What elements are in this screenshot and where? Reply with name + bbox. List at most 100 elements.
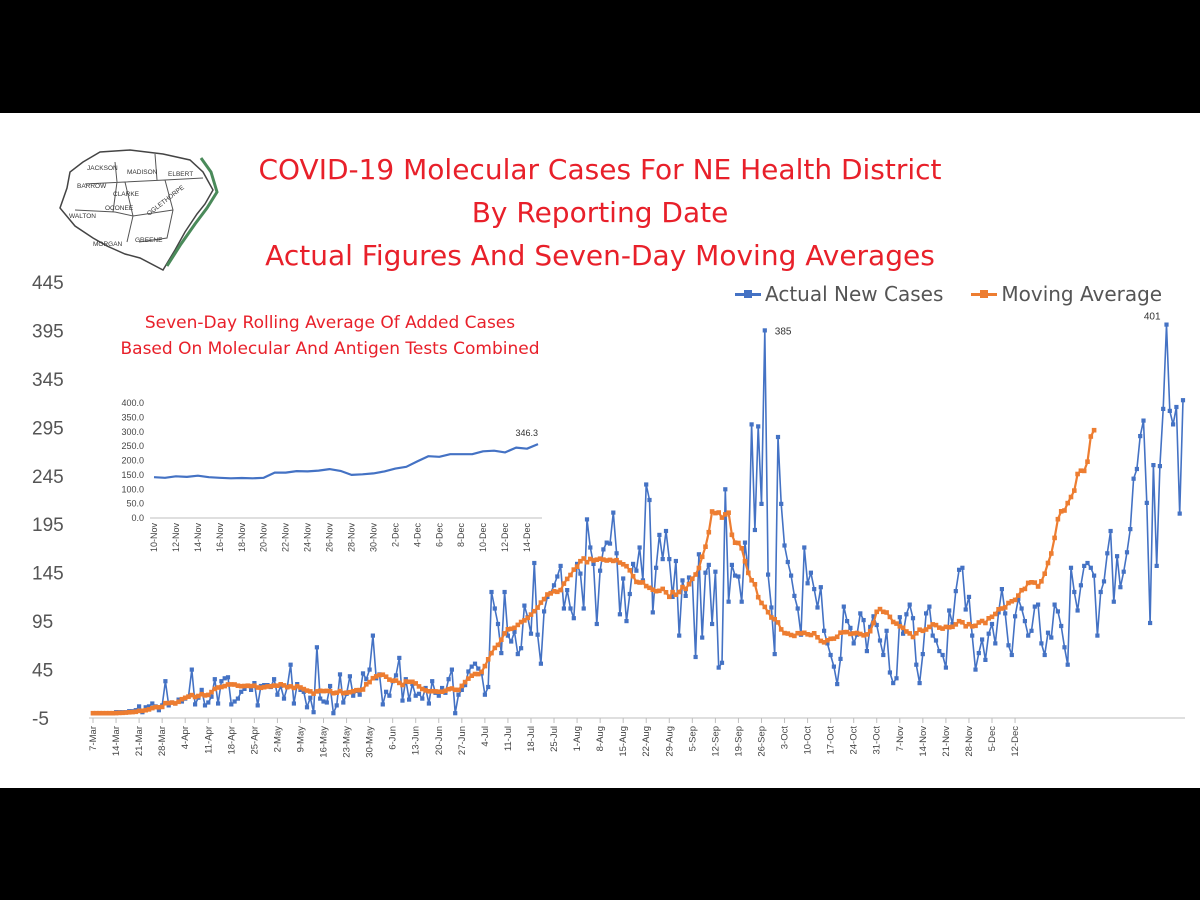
actual-cases-point — [759, 501, 764, 506]
actual-cases-point — [858, 611, 863, 616]
moving-average-point — [699, 554, 705, 560]
actual-cases-point — [792, 593, 797, 598]
moving-average-point — [746, 570, 751, 576]
actual-cases-point — [752, 527, 757, 533]
moving-average-point — [1055, 516, 1061, 522]
x-tick-label: 23-May — [342, 726, 353, 758]
moving-average-point — [581, 556, 586, 561]
moving-average-point — [798, 631, 804, 636]
actual-cases-point — [308, 695, 313, 700]
actual-cases-point — [683, 593, 688, 598]
moving-average-point — [561, 581, 567, 586]
moving-average-point — [285, 684, 290, 690]
actual-cases-point — [805, 581, 810, 586]
inset-x-tick-label: 6-Dec — [434, 523, 444, 548]
actual-cases-point — [670, 594, 675, 599]
moving-average-point — [317, 688, 323, 694]
moving-average-point — [693, 572, 698, 577]
actual-cases-point — [703, 570, 708, 575]
actual-cases-point — [920, 652, 925, 657]
x-tick-label: 6-Jun — [388, 726, 399, 750]
moving-average-point — [209, 689, 214, 695]
actual-cases-point — [370, 633, 375, 638]
moving-average-point — [541, 596, 547, 602]
inset-x-tick-label: 28-Nov — [346, 523, 356, 553]
actual-cases-point — [1062, 645, 1067, 650]
moving-average-point — [657, 588, 662, 594]
actual-cases-point — [456, 692, 461, 697]
actual-cases-point — [1098, 589, 1103, 595]
actual-cases-point — [910, 616, 916, 621]
moving-average-point — [308, 689, 313, 694]
actual-cases-point — [604, 540, 609, 545]
moving-average-point — [920, 628, 926, 634]
actual-cases-point — [1049, 635, 1054, 640]
x-tick-label: 25-Jul — [549, 726, 560, 752]
x-tick-label: 21-Mar — [134, 726, 145, 756]
moving-average-point — [871, 620, 876, 626]
actual-cases-point — [466, 669, 471, 674]
actual-cases-point — [822, 628, 827, 633]
actual-cases-point — [512, 629, 517, 634]
moving-average-point — [397, 680, 402, 686]
moving-average-point — [275, 683, 280, 688]
inset-y-tick-label: 200.0 — [121, 456, 144, 466]
moving-average-point — [390, 678, 395, 683]
moving-average-point — [597, 556, 603, 561]
actual-cases-point — [1052, 602, 1057, 607]
moving-average-point — [762, 604, 768, 610]
inset-x-tick-label: 22-Nov — [281, 523, 291, 553]
moving-average-point — [291, 685, 297, 691]
moving-average-point — [627, 568, 633, 573]
actual-cases-point — [581, 606, 586, 611]
moving-average-point — [989, 614, 995, 620]
moving-average-point — [281, 683, 287, 688]
moving-average-point — [973, 623, 978, 629]
actual-cases-point — [413, 693, 418, 698]
actual-cases-point — [189, 667, 194, 672]
actual-cases-point — [782, 543, 787, 548]
moving-average-point — [1078, 468, 1084, 473]
moving-average-point — [304, 688, 310, 693]
actual-cases-point — [884, 628, 889, 633]
inset-x-tick-label: 30-Nov — [368, 523, 378, 553]
moving-average-point — [166, 700, 171, 706]
moving-average-point — [535, 605, 540, 610]
actual-cases-point — [894, 676, 899, 681]
inset-x-tick-label: 12-Dec — [500, 523, 510, 553]
moving-average-point — [1065, 500, 1070, 506]
moving-average-point — [601, 557, 606, 562]
moving-average-point — [163, 700, 168, 706]
actual-cases-point — [940, 652, 945, 658]
moving-average-point — [821, 640, 827, 645]
x-tick-label: 7-Nov — [895, 726, 906, 752]
moving-average-point — [877, 606, 883, 612]
moving-average-point — [887, 614, 893, 620]
actual-cases-point — [304, 705, 310, 710]
actual-cases-point — [815, 605, 820, 610]
x-tick-label: 22-Aug — [641, 726, 652, 757]
actual-cases-point — [1105, 551, 1110, 556]
actual-cases-point — [216, 701, 221, 706]
actual-cases-point — [482, 692, 487, 697]
moving-average-point — [588, 556, 593, 562]
moving-average-point — [620, 562, 626, 567]
actual-cases-point — [393, 673, 399, 678]
actual-cases-point — [522, 603, 527, 608]
moving-average-point — [136, 708, 142, 714]
actual-cases-point — [1167, 408, 1172, 413]
moving-average-point — [387, 677, 392, 682]
moving-average-point — [1025, 580, 1031, 586]
moving-average-point — [199, 691, 204, 697]
actual-cases-point — [693, 654, 698, 660]
moving-average-point — [1058, 509, 1064, 514]
actual-cases-point — [519, 646, 524, 651]
actual-cases-point — [1006, 643, 1011, 648]
moving-average-point — [848, 631, 853, 637]
actual-cases-point — [314, 645, 319, 650]
moving-average-point — [420, 686, 425, 692]
moving-average-point — [923, 627, 929, 632]
moving-average-point — [703, 544, 708, 549]
actual-cases-point — [446, 677, 451, 682]
actual-cases-point-group — [90, 322, 1186, 716]
